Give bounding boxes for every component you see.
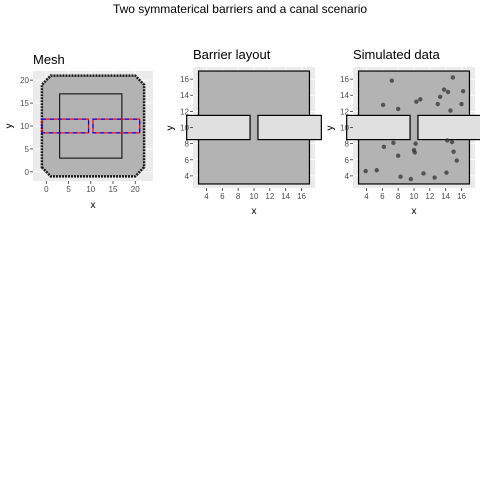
y-tick-label: 0 xyxy=(25,168,30,177)
simulated-data-x-ticks: 4 6 8 10 12 14 16 xyxy=(364,188,467,201)
x-tick-label: 16 xyxy=(457,192,466,201)
data-point xyxy=(418,97,423,102)
y-tick-label: 16 xyxy=(180,75,189,84)
y-tick-label: 4 xyxy=(345,172,350,181)
data-point xyxy=(432,175,437,180)
y-tick-label: 12 xyxy=(180,107,189,116)
simulated-data-geometry xyxy=(346,70,480,185)
y-tick-label: 12 xyxy=(340,107,349,116)
data-point xyxy=(441,87,447,92)
x-tick-label: 5 xyxy=(66,185,71,194)
data-point xyxy=(437,94,443,100)
data-point xyxy=(374,168,379,173)
x-tick-label: 14 xyxy=(441,192,450,201)
y-tick-label: 8 xyxy=(185,140,190,149)
x-tick-label: 8 xyxy=(236,192,241,201)
mesh-panel-title: Mesh xyxy=(33,52,65,67)
x-tick-label: 6 xyxy=(220,192,225,201)
x-tick-label: 14 xyxy=(281,192,290,201)
y-tick-label: 10 xyxy=(340,124,349,133)
data-point xyxy=(414,99,419,104)
data-point xyxy=(395,106,401,112)
y-tick-label: 14 xyxy=(180,91,189,100)
x-tick-label: 16 xyxy=(297,192,306,201)
x-tick-label: 10 xyxy=(410,192,419,201)
y-tick-label: 10 xyxy=(20,122,29,131)
data-point xyxy=(445,138,450,143)
y-tick-label: 6 xyxy=(185,156,190,165)
layout-y-ticks: 4 6 8 10 12 14 16 xyxy=(180,75,193,181)
mesh-barrier-dashed-outline xyxy=(92,118,141,134)
y-tick-label: 4 xyxy=(185,172,190,181)
mesh-x-ticks: 0 5 10 15 20 xyxy=(44,181,140,194)
x-tick-label: 6 xyxy=(380,192,385,201)
mesh-y-ticks: 0 5 10 15 20 xyxy=(20,76,33,177)
barrier-rectangle xyxy=(346,114,411,141)
y-tick-label: 16 xyxy=(340,75,349,84)
mesh-inner-boundary xyxy=(59,93,123,159)
data-point xyxy=(449,139,455,145)
data-point xyxy=(398,174,403,179)
y-tick-label: 8 xyxy=(345,140,350,149)
layout-geometry xyxy=(186,70,322,185)
figure-title: Two symmaterical barriers and a canal sc… xyxy=(113,2,367,16)
data-point xyxy=(380,102,386,108)
data-point xyxy=(408,176,414,182)
x-tick-label: 4 xyxy=(204,192,209,201)
data-point xyxy=(435,101,440,107)
data-point xyxy=(451,149,456,154)
simulated-data-x-axis-title: x xyxy=(412,206,417,217)
layout-panel: Barrier layout 4 6 8 10 12 14 16 4 6 8 10 12 14 16 x… xyxy=(165,47,322,217)
data-point xyxy=(450,75,456,80)
data-point xyxy=(445,89,451,95)
layout-x-ticks: 4 6 8 10 12 14 16 xyxy=(204,188,307,201)
data-point xyxy=(413,141,418,146)
simulated-data-y-ticks: 4 6 8 10 12 14 16 xyxy=(340,75,353,181)
mesh-x-axis-title: x xyxy=(91,200,96,211)
y-tick-label: 15 xyxy=(20,99,29,108)
data-point xyxy=(454,158,459,163)
data-point xyxy=(395,153,401,158)
x-tick-label: 0 xyxy=(44,185,49,194)
simulated-data-panel: Simulated data 4 6 8 10 12 14 16 4 6 8 10 12 14 16 x… xyxy=(325,47,480,217)
x-tick-label: 12 xyxy=(265,192,274,201)
y-tick-label: 20 xyxy=(20,76,29,85)
data-point xyxy=(391,140,396,146)
data-point xyxy=(363,168,368,174)
x-tick-label: 20 xyxy=(131,185,140,194)
mesh-panel: Mesh 0 5 10 15 20 0 5 10 15 20 x y xyxy=(4,52,153,211)
y-tick-label: 5 xyxy=(25,145,30,154)
y-tick-label: 14 xyxy=(340,91,349,100)
x-tick-label: 15 xyxy=(109,185,118,194)
barrier-rectangle xyxy=(257,114,322,141)
mesh-barrier-dashed-outline xyxy=(41,118,90,134)
x-tick-label: 10 xyxy=(250,192,259,201)
layout-panel-title: Barrier layout xyxy=(193,47,271,62)
barrier-rectangle xyxy=(186,114,251,141)
simulated-data-points xyxy=(363,75,466,182)
data-point xyxy=(389,78,395,83)
simulated-data-y-axis-title: y xyxy=(325,126,336,131)
data-point xyxy=(412,150,417,155)
mesh-geometry xyxy=(40,74,146,178)
data-point xyxy=(421,171,426,176)
data-point xyxy=(448,108,453,113)
y-tick-label: 6 xyxy=(345,156,350,165)
data-point xyxy=(460,89,466,94)
layout-x-axis-title: x xyxy=(252,206,257,217)
x-tick-label: 10 xyxy=(86,185,95,194)
layout-y-axis-title: y xyxy=(165,126,176,131)
simulated-data-panel-title: Simulated data xyxy=(353,47,440,62)
y-tick-label: 10 xyxy=(180,124,189,133)
x-tick-label: 12 xyxy=(425,192,434,201)
data-point xyxy=(459,101,464,107)
x-tick-label: 8 xyxy=(396,192,401,201)
mesh-y-axis-title: y xyxy=(4,124,15,129)
data-point xyxy=(381,144,387,150)
barrier-rectangle xyxy=(417,114,480,141)
data-point xyxy=(444,170,449,175)
x-tick-label: 4 xyxy=(364,192,369,201)
